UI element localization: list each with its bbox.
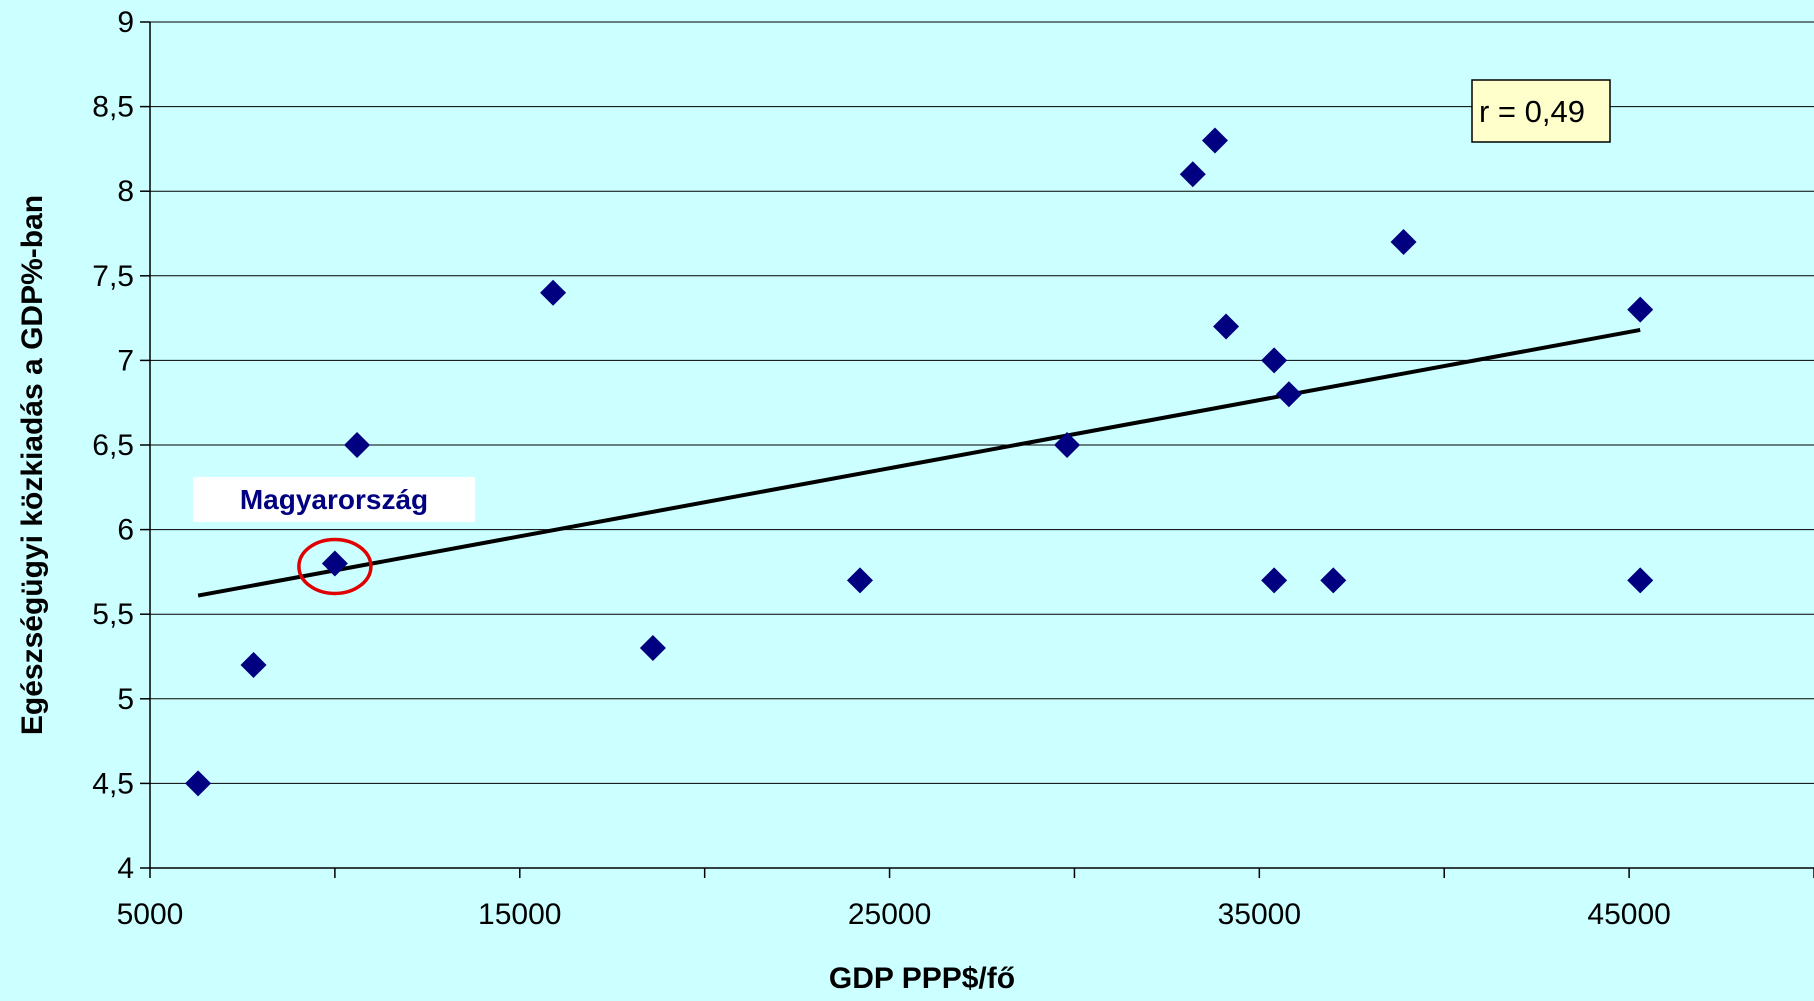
- data-point: [1627, 296, 1654, 323]
- data-point: [1261, 347, 1288, 374]
- trendline-group: [197, 327, 1641, 598]
- y-tick-label: 5,5: [92, 598, 134, 631]
- data-point: [1179, 161, 1206, 188]
- tick-labels: 4 4,5 5 5,5 6 6,5 7 7,5 8 8,5 9 5000 15000 25000 35000…: [92, 6, 1671, 931]
- y-tick-label: 4: [117, 852, 134, 885]
- y-tick-label: 5: [117, 683, 134, 716]
- data-point: [344, 432, 371, 458]
- highlight-label-background: [193, 477, 475, 522]
- x-tick-label: 45000: [1587, 898, 1670, 931]
- x-axis-title: GDP PPP$/fő: [829, 962, 1015, 995]
- trendline: [197, 327, 1641, 598]
- annotations: Magyarország r = 0,49: [193, 79, 1611, 596]
- x-tick-label: 15000: [478, 898, 561, 931]
- grid-lines: [150, 21, 1814, 869]
- y-tick-label: 4,5: [92, 767, 134, 800]
- data-point: [639, 635, 666, 662]
- y-tick-label: 8,5: [92, 91, 134, 124]
- axes: [140, 21, 1814, 878]
- y-tick-label: 6,5: [92, 429, 134, 462]
- correlation-box: [1471, 79, 1611, 143]
- data-point: [1213, 313, 1240, 340]
- data-point: [240, 651, 267, 678]
- data-point: [1201, 127, 1228, 154]
- data-points: [185, 127, 1654, 797]
- x-tick-label: 25000: [848, 898, 931, 931]
- data-point: [540, 279, 567, 306]
- highlight-label: Magyarország: [240, 484, 428, 515]
- data-point: [185, 770, 212, 797]
- y-axis-title: Egészségügyi közkiadás a GDP%-ban: [16, 195, 49, 735]
- data-point: [1390, 228, 1417, 255]
- data-point: [1627, 567, 1654, 594]
- y-tick-label: 7,5: [92, 260, 134, 293]
- y-tick-label: 8: [117, 175, 134, 208]
- data-point: [321, 550, 348, 577]
- data-point: [1054, 432, 1081, 458]
- data-point: [1275, 381, 1302, 408]
- data-point: [846, 567, 873, 594]
- data-point: [1261, 567, 1288, 594]
- data-point: [1320, 567, 1347, 594]
- highlight-circle: [297, 537, 373, 596]
- y-tick-label: 6: [117, 514, 134, 547]
- y-tick-label: 7: [117, 344, 134, 377]
- x-tick-label: 5000: [117, 898, 184, 931]
- x-tick-label: 35000: [1218, 898, 1301, 931]
- correlation-label: r = 0,49: [1479, 94, 1585, 129]
- y-tick-label: 9: [117, 6, 134, 39]
